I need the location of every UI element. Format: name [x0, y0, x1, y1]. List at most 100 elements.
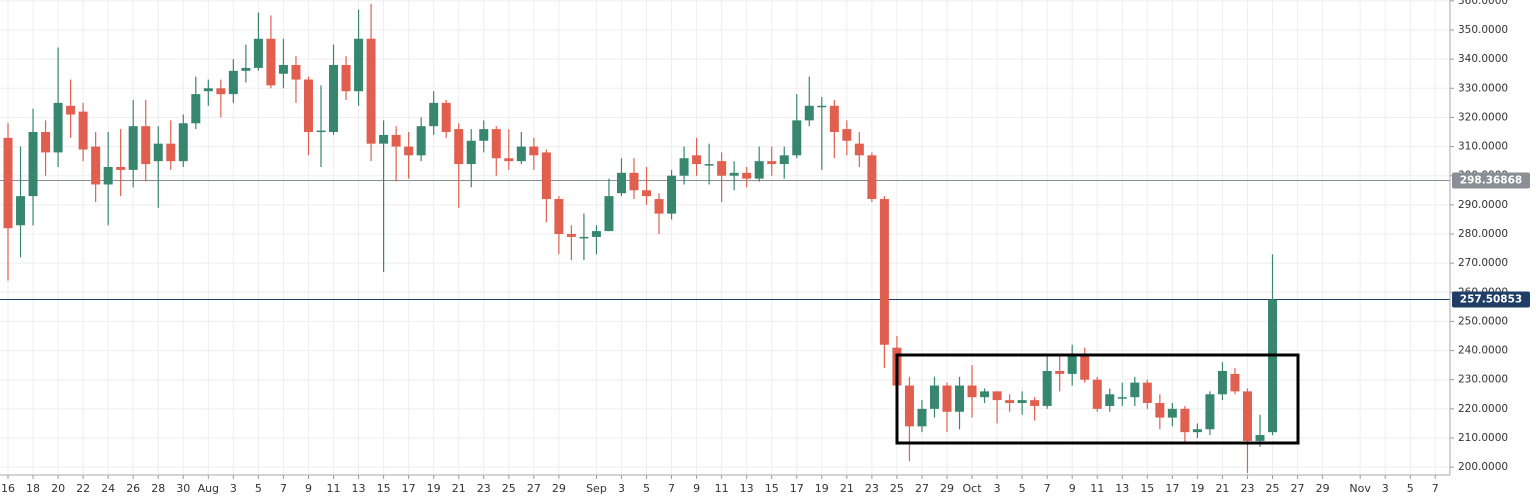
- x-tick-label: 9: [1069, 482, 1076, 495]
- candle-body: [53, 102, 63, 153]
- candle-body: [504, 158, 514, 162]
- candle-body: [817, 105, 827, 108]
- candle-body: [341, 64, 351, 92]
- candle-body: [429, 102, 439, 127]
- x-tick-label: 29: [1316, 482, 1330, 495]
- candle-body: [717, 161, 727, 176]
- x-tick-label: 25: [1266, 482, 1280, 495]
- x-tick-label: 7: [1432, 482, 1439, 495]
- candle-body: [178, 123, 188, 162]
- y-tick-label: 310.0000: [1458, 141, 1508, 153]
- y-tick-label: 210.0000: [1458, 432, 1508, 444]
- candle-body: [1155, 403, 1165, 418]
- x-tick-label: 15: [1140, 482, 1154, 495]
- candle-body: [1217, 370, 1227, 395]
- candle-body: [354, 38, 364, 92]
- x-tick-label: 7: [280, 482, 287, 495]
- x-tick-label: 17: [1165, 482, 1179, 495]
- x-tick-label: 25: [502, 482, 516, 495]
- x-tick-label: 24: [101, 482, 115, 495]
- x-tick-label: 23: [477, 482, 491, 495]
- x-tick-label: 9: [693, 482, 700, 495]
- candle-body: [379, 134, 389, 144]
- candle-body: [642, 190, 652, 197]
- candle-body: [1242, 391, 1252, 441]
- candle-body: [1192, 429, 1202, 433]
- y-tick-label: 340.0000: [1458, 53, 1508, 65]
- x-tick-label: 7: [668, 482, 675, 495]
- range-box: [895, 353, 1300, 445]
- candle-body: [78, 111, 88, 150]
- candle-body: [879, 199, 889, 345]
- candle-body: [253, 38, 263, 68]
- candle-body: [166, 143, 176, 162]
- candle-body: [854, 143, 864, 156]
- y-tick-label: 250.0000: [1458, 315, 1508, 327]
- y-tick-label: 240.0000: [1458, 345, 1508, 357]
- y-tick-label: 330.0000: [1458, 82, 1508, 94]
- y-tick-label: 320.0000: [1458, 111, 1508, 123]
- y-tick-label: 220.0000: [1458, 403, 1508, 415]
- candle-body: [66, 105, 76, 115]
- x-tick-label: 3: [994, 482, 1001, 495]
- x-tick-label: 21: [840, 482, 854, 495]
- candle-body: [842, 129, 852, 141]
- candle-body: [1105, 394, 1115, 406]
- candle-body: [967, 385, 977, 398]
- candle-body: [1067, 353, 1077, 374]
- candle-body: [654, 199, 664, 214]
- x-tick-label: 3: [230, 482, 237, 495]
- x-tick-label: 13: [352, 482, 366, 495]
- candle-body: [141, 126, 151, 165]
- candle-body: [955, 385, 965, 412]
- x-tick-label: 27: [527, 482, 541, 495]
- candle-body: [116, 166, 126, 170]
- x-tick-label: 19: [427, 482, 441, 495]
- x-tick-label: 26: [126, 482, 140, 495]
- candle-body: [441, 102, 451, 133]
- candle-body: [1030, 400, 1040, 406]
- candle-body: [529, 146, 539, 156]
- candle-body: [604, 196, 614, 232]
- candle-body: [792, 120, 802, 156]
- candle-body: [41, 132, 51, 153]
- candle-body: [667, 175, 677, 214]
- candle-body: [704, 164, 714, 166]
- candle-body: [1180, 408, 1190, 433]
- candle-body: [329, 64, 339, 133]
- x-tick-label: 17: [402, 482, 416, 495]
- x-tick-label: 27: [1291, 482, 1305, 495]
- candle-body: [103, 166, 113, 185]
- candle-body: [867, 155, 877, 200]
- x-tick-label: 9: [305, 482, 312, 495]
- y-tick-label: 200.0000: [1458, 461, 1508, 473]
- candle-body: [1167, 408, 1177, 418]
- candle-body: [917, 408, 927, 427]
- x-tick-label: 15: [765, 482, 779, 495]
- x-tick-label: 18: [26, 482, 40, 495]
- x-tick-label: 3: [1382, 482, 1389, 495]
- candle-body: [466, 140, 476, 165]
- candle-body: [767, 161, 777, 165]
- x-tick-label: 5: [255, 482, 262, 495]
- candle-body: [203, 88, 213, 92]
- candle-body: [566, 234, 576, 237]
- candle-body: [591, 231, 601, 237]
- x-tick-label: 11: [1090, 482, 1104, 495]
- x-tick-label: 11: [327, 482, 341, 495]
- candle-body: [1042, 370, 1052, 406]
- price-label-bg: [1452, 291, 1530, 308]
- candle-body: [316, 130, 326, 133]
- candle-body: [491, 129, 501, 159]
- candle-body: [692, 155, 702, 165]
- candle-body: [1230, 373, 1240, 392]
- candle-body: [241, 67, 251, 71]
- candle-body: [366, 38, 376, 144]
- y-tick-label: 230.0000: [1458, 374, 1508, 386]
- x-tick-label: 5: [1407, 482, 1414, 495]
- candle-body: [404, 146, 414, 156]
- candle-body: [28, 132, 38, 197]
- x-tick-label: 21: [1215, 482, 1229, 495]
- candle-body: [679, 158, 689, 176]
- candle-body: [1080, 353, 1090, 380]
